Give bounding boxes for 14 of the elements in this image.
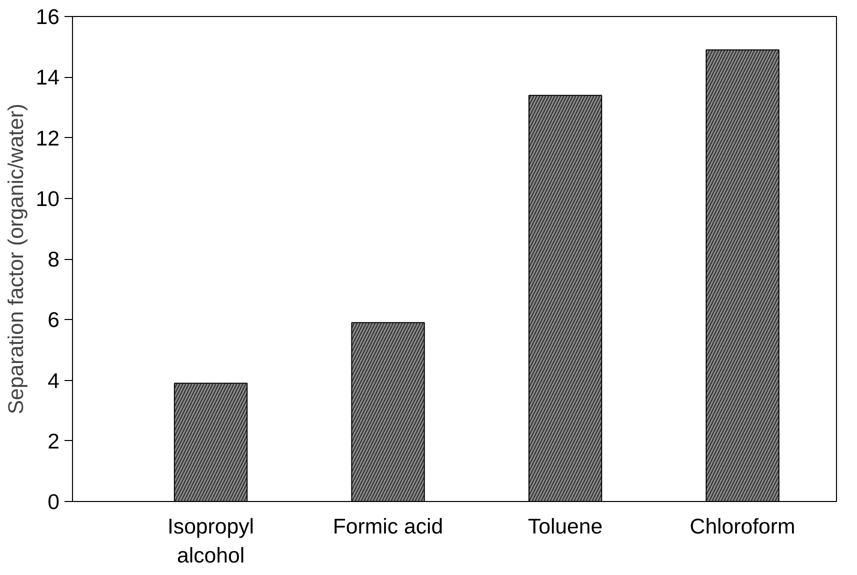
y-axis-title: Separation factor (organic/water) <box>4 104 28 414</box>
y-tick-label: 10 <box>36 186 60 211</box>
x-tick-label: Chloroform <box>690 514 796 538</box>
y-tick-label: 2 <box>48 429 60 454</box>
x-tick-label: Toluene <box>528 514 603 538</box>
y-tick-label: 6 <box>48 308 60 332</box>
y-tick-label: 14 <box>36 66 60 90</box>
y-tick-label: 12 <box>36 126 60 150</box>
y-tick-label: 16 <box>36 5 60 29</box>
y-tick-label: 0 <box>48 490 60 514</box>
x-tick-label: Formic acid <box>332 514 444 538</box>
y-tick-label: 4 <box>48 368 60 393</box>
x-tick-label: Isopropyl alcohol <box>167 514 254 568</box>
y-tick-label: 8 <box>48 248 60 272</box>
